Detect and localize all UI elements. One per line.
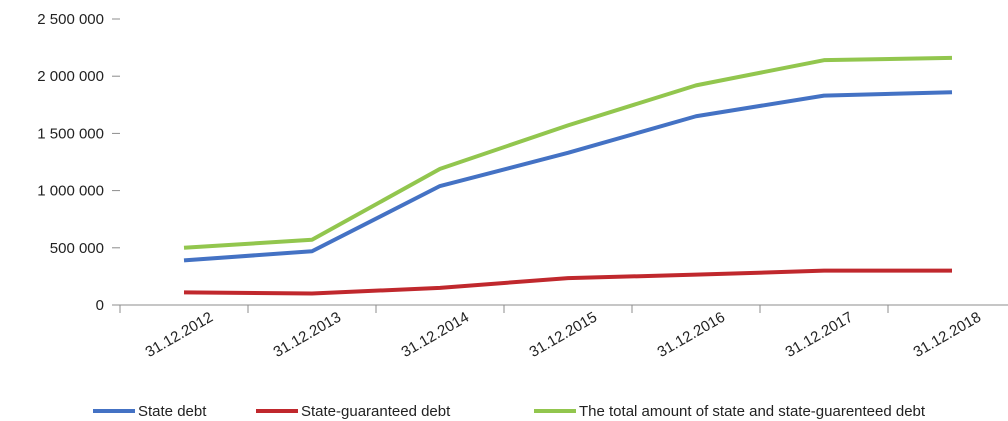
y-tick-label: 0 [96, 297, 104, 314]
series-layer [183, 55, 953, 296]
y-tick-label: 500 000 [50, 240, 104, 257]
series-line-2 [183, 55, 953, 250]
y-tick-label: 1 000 000 [37, 183, 104, 200]
x-tick-label: 31.12.2013 [270, 309, 344, 361]
y-tick-label: 2 500 000 [37, 11, 104, 28]
series-line-1 [183, 268, 952, 296]
x-tick-label: 31.12.2015 [526, 309, 600, 361]
x-tick-label: 31.12.2017 [782, 309, 856, 361]
x-axis: 31.12.2012 31.12.2013 31.12.2014 31.12.2015… [119, 304, 1008, 361]
x-tick-label: 31.12.2012 [142, 309, 216, 361]
y-axis: 0 500 000 1 000 000 1 500 000 2 000 000 2 500… [37, 11, 120, 314]
x-tick-label: 31.12.2018 [910, 309, 984, 361]
series-line-0 [183, 90, 953, 263]
legend-label-0: State debt [138, 403, 207, 420]
y-tick-label: 2 000 000 [37, 68, 104, 85]
legend-label-2: The total amount of state and state-guar… [579, 403, 926, 420]
x-tick-label: 31.12.2016 [654, 309, 728, 361]
x-tick-label: 31.12.2014 [398, 309, 472, 361]
legend: State debt State-guaranteed debt The total… [93, 403, 926, 420]
legend-label-1: State-guaranteed debt [301, 403, 451, 420]
y-tick-label: 1 500 000 [37, 125, 104, 142]
